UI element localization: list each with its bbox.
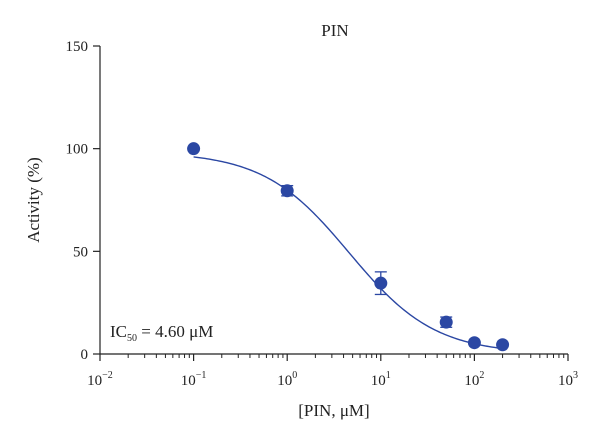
y-ticks: 0 50 100 150 xyxy=(66,39,100,363)
y-tick-label: 100 xyxy=(66,142,89,158)
y-tick-label: 50 xyxy=(73,244,88,260)
x-tick-label: 10−2 xyxy=(87,370,113,389)
y-tick-label: 150 xyxy=(66,39,89,55)
x-axis-title: [PIN, μM] xyxy=(298,401,369,420)
x-tick-label: 103 xyxy=(558,370,578,389)
x-tick-label: 101 xyxy=(371,370,391,389)
data-point xyxy=(496,338,510,352)
data-point xyxy=(467,336,481,350)
data-point-marker xyxy=(496,338,510,352)
y-axis-title: Activity (%) xyxy=(24,157,43,242)
x-ticks: 10−2 10−1 100 101 102 103 xyxy=(87,354,578,389)
data-point-marker xyxy=(439,315,453,329)
data-points xyxy=(187,142,510,352)
ic50-prefix: IC xyxy=(110,322,127,341)
x-tick-label: 100 xyxy=(277,370,297,389)
y-axis: 0 50 100 150 xyxy=(66,39,101,363)
data-point xyxy=(280,184,294,198)
ic50-annotation: IC50 = 4.60 μM xyxy=(110,322,213,344)
data-point xyxy=(374,271,388,296)
data-point-marker xyxy=(467,336,481,350)
y-tick-label: 0 xyxy=(81,347,89,363)
fit-curve xyxy=(193,156,503,350)
data-point-marker xyxy=(374,276,388,290)
data-point-marker xyxy=(280,184,294,198)
chart-title: PIN xyxy=(321,21,348,40)
data-point xyxy=(187,142,201,156)
data-point xyxy=(439,315,453,329)
ic50-value: = 4.60 μM xyxy=(137,322,213,341)
x-axis: 10−2 10−1 100 101 102 103 xyxy=(87,353,578,389)
ic50-subscript: 50 xyxy=(127,333,137,344)
x-tick-label: 10−1 xyxy=(181,370,207,389)
x-tick-label: 102 xyxy=(464,370,484,389)
data-point-marker xyxy=(187,142,201,156)
